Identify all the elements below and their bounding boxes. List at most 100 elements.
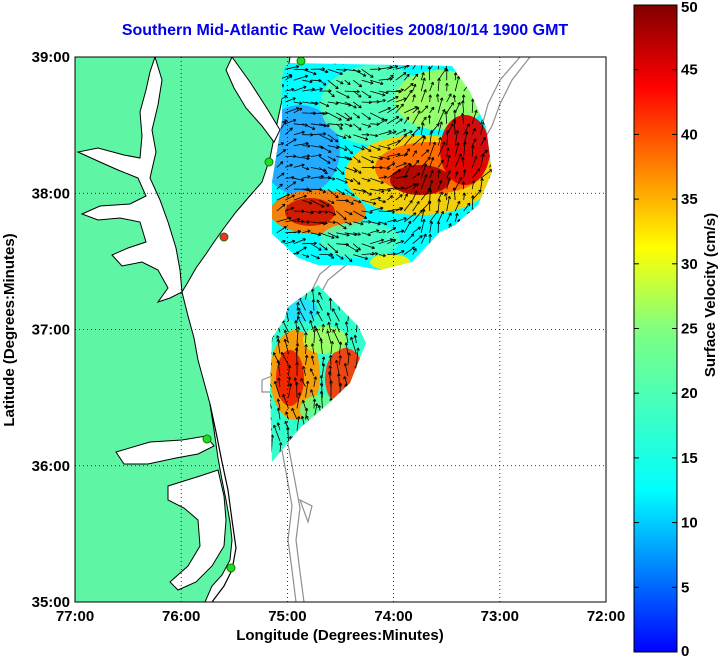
velocity-arrow (387, 252, 397, 256)
velocity-arrow (370, 252, 379, 256)
velocity-arrow (350, 336, 357, 355)
velocity-arrow (462, 169, 467, 179)
velocity-arrow (344, 167, 358, 173)
y-tick-labels: 39:00 38:00 37:00 36:00 35:00 (32, 49, 70, 611)
velocity-arrow (295, 342, 300, 355)
station-hatt (226, 563, 236, 573)
velocity-arrow (446, 195, 451, 212)
velocity-arrow (343, 362, 349, 376)
velocity-arrow (347, 352, 351, 365)
velocity-arrow (403, 233, 415, 244)
velocity-arrow (403, 193, 408, 201)
velocity-arrow (293, 246, 307, 255)
velocity-arrow (361, 90, 372, 98)
velocity-arrow (356, 347, 360, 365)
station-wood (219, 232, 229, 242)
velocity-arrow (352, 178, 361, 185)
velocity-arrow (327, 79, 339, 90)
velocity-arrow (370, 177, 384, 184)
velocity-arrow (310, 355, 315, 365)
velocity-arrow (327, 167, 337, 172)
velocity-arrow (310, 389, 315, 398)
velocity-arrow (344, 134, 352, 139)
velocity-arrow (310, 132, 327, 136)
velocity-arrow (327, 188, 339, 199)
velocity-arrow (276, 216, 292, 223)
velocity-arrow (420, 233, 427, 244)
velocity-arrow (395, 217, 407, 223)
velocity-arrow (277, 377, 281, 387)
velocity-arrow (454, 153, 462, 168)
velocity-arrow (420, 77, 426, 92)
velocity-arrow (412, 150, 417, 157)
velocity-arrow (429, 179, 434, 190)
velocity-arrow (319, 221, 328, 225)
velocity-arrow (293, 229, 302, 234)
velocity-arrow (283, 329, 289, 344)
velocity-arrow (412, 235, 423, 245)
velocity-arrow (412, 94, 416, 103)
velocity-arrow (344, 342, 349, 355)
velocity-arrow (327, 134, 339, 143)
velocity-arrow (437, 63, 442, 70)
velocity-arrow (361, 188, 372, 196)
velocity-arrow (454, 171, 459, 179)
velocity-arrow (420, 218, 426, 233)
velocity-arrow (403, 116, 410, 125)
velocity-arrow (378, 230, 386, 234)
velocity-arrow (412, 110, 421, 124)
velocity-arrow (463, 131, 469, 146)
velocity-arrow (353, 254, 369, 260)
velocity-arrow (412, 226, 421, 234)
velocity-arrow (336, 145, 348, 151)
velocity-arrow (276, 407, 281, 420)
velocity-arrow (276, 203, 286, 212)
velocity-arrow (293, 130, 305, 136)
velocity-arrow (297, 307, 306, 322)
velocity-arrow (429, 157, 435, 168)
velocity-arrow (352, 243, 361, 251)
velocity-arrow (291, 407, 298, 420)
velocity-arrow (301, 399, 306, 409)
velocity-arrow (305, 380, 310, 398)
velocity-arrow (412, 200, 420, 212)
velocity-arrow (276, 398, 281, 409)
velocity-arrow (446, 154, 451, 168)
y-tick-label: 35:00 (32, 594, 70, 611)
velocity-arrow (344, 79, 351, 85)
delaware-bay (225, 57, 281, 143)
velocity-arrow (327, 220, 336, 225)
velocity-arrow (427, 200, 432, 212)
velocity-arrow (454, 130, 459, 146)
velocity-arrow (285, 206, 295, 212)
velocity-arrow (336, 221, 347, 230)
velocity-arrow (378, 156, 391, 161)
velocity-arrow (304, 407, 309, 420)
velocity-arrow (420, 122, 425, 135)
velocity-arrow (327, 199, 335, 204)
velocity-arrow (429, 169, 434, 179)
velocity-arrow (310, 343, 315, 355)
velocity-arrow (327, 90, 335, 98)
velocity-arrow (395, 72, 407, 81)
velocity-arrow (344, 210, 353, 216)
velocity-arrow (273, 424, 281, 442)
velocity-arrow (270, 386, 272, 398)
velocity-arrow (327, 123, 344, 127)
velocity-arrow (428, 189, 433, 201)
velocity-arrow (446, 147, 450, 157)
velocity-arrow (370, 79, 384, 85)
velocity-arrow (461, 181, 466, 190)
velocity-arrow (287, 376, 292, 387)
velocity-arrow (361, 123, 372, 128)
velocity-arrow (352, 156, 361, 163)
velocity-arrow (304, 332, 308, 344)
velocity-arrow (429, 81, 434, 92)
velocity-arrow (294, 320, 298, 333)
velocity-arrow (427, 114, 432, 124)
velocity-arrow (285, 65, 300, 70)
velocity-arrow (336, 177, 348, 184)
velocity-arrow (403, 212, 417, 223)
velocity-arrow (437, 159, 444, 168)
velocity-arrow (318, 291, 323, 300)
